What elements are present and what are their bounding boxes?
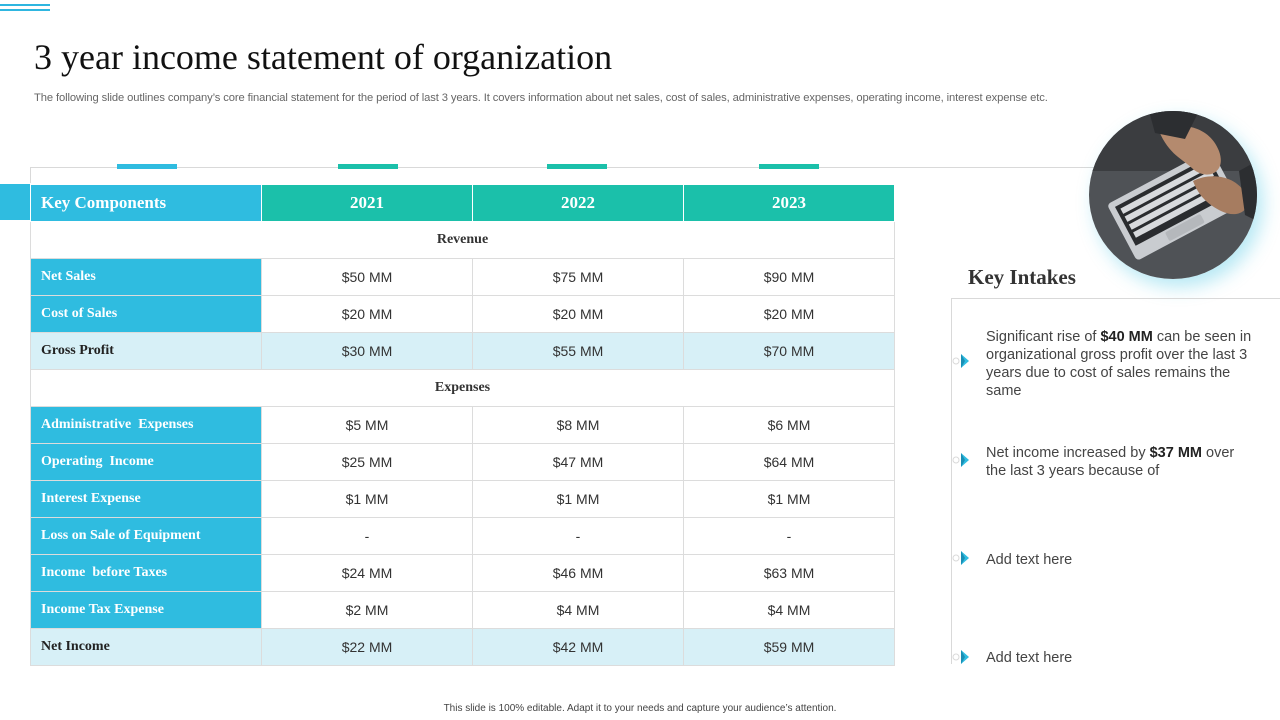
footer-note: This slide is 100% editable. Adapt it to… xyxy=(443,703,837,714)
page-subtitle: The following slide outlines company’s c… xyxy=(34,92,1048,104)
cell-value: $4 MM xyxy=(472,591,684,629)
cell-value: - xyxy=(683,517,895,555)
header-year: 2022 xyxy=(472,184,684,222)
cell-value: $1 MM xyxy=(683,480,895,518)
chevron-right-icon xyxy=(952,648,974,666)
row-label: Income Tax Expense xyxy=(30,591,262,629)
intake-text: can be seen in organizational gross prof… xyxy=(986,329,1252,399)
column-tick xyxy=(547,164,607,169)
cell-value: $50 MM xyxy=(261,258,473,296)
section-row: Revenue xyxy=(30,221,895,259)
row-label: Income before Taxes xyxy=(30,554,262,592)
column-tick xyxy=(117,164,177,169)
intake-item: Add text here xyxy=(986,649,1256,667)
table-row: Income before Taxes $24 MM $46 MM $63 MM xyxy=(30,554,895,592)
column-tick xyxy=(759,164,819,169)
cell-value: $30 MM xyxy=(261,332,473,370)
cell-value: $42 MM xyxy=(472,628,684,666)
table-row: Loss on Sale of Equipment - - - xyxy=(30,517,895,555)
section-row: Expenses xyxy=(30,369,895,407)
cell-value: - xyxy=(472,517,684,555)
intakes-divider xyxy=(951,298,1280,299)
cell-value: $55 MM xyxy=(472,332,684,370)
cell-value: $5 MM xyxy=(261,406,473,444)
cell-value: $20 MM xyxy=(683,295,895,333)
intake-text: Add text here xyxy=(986,552,1073,568)
cell-value: $24 MM xyxy=(261,554,473,592)
cell-value: $1 MM xyxy=(472,480,684,518)
cell-value: - xyxy=(261,517,473,555)
row-label: Operating Income xyxy=(30,443,262,481)
cell-value: $20 MM xyxy=(261,295,473,333)
table-header-row: Key Components 2021 2022 2023 xyxy=(30,184,895,222)
page-title: 3 year income statement of organization xyxy=(34,37,613,77)
intake-highlight: $40 MM xyxy=(1100,329,1153,345)
table-row: Interest Expense $1 MM $1 MM $1 MM xyxy=(30,480,895,518)
table-row: Net Income $22 MM $42 MM $59 MM xyxy=(30,628,895,666)
table-row: Cost of Sales $20 MM $20 MM $20 MM xyxy=(30,295,895,333)
header-year: 2021 xyxy=(261,184,473,222)
cell-value: $20 MM xyxy=(472,295,684,333)
cell-value: $4 MM xyxy=(683,591,895,629)
cell-value: $90 MM xyxy=(683,258,895,296)
intake-text: Net income increased by xyxy=(986,445,1150,461)
table-row: Administrative Expenses $5 MM $8 MM $6 MM xyxy=(30,406,895,444)
intake-text: Significant rise of xyxy=(986,329,1101,345)
chevron-right-icon xyxy=(952,451,974,469)
row-label: Cost of Sales xyxy=(30,295,262,333)
cell-value: $70 MM xyxy=(683,332,895,370)
cell-value: $63 MM xyxy=(683,554,895,592)
cell-value: $75 MM xyxy=(472,258,684,296)
intake-text: over the last 3 years because of xyxy=(986,445,1235,479)
corner-decoration xyxy=(0,4,50,14)
column-tick xyxy=(338,164,398,169)
header-key-components: Key Components xyxy=(30,184,262,222)
cell-value: $2 MM xyxy=(261,591,473,629)
chevron-right-icon xyxy=(952,549,974,567)
cell-value: $25 MM xyxy=(261,443,473,481)
row-label: Interest Expense xyxy=(30,480,262,518)
intake-item: Add text here xyxy=(986,551,1256,569)
intakes-divider xyxy=(951,298,952,664)
row-label: Net Income xyxy=(30,628,262,666)
header-year: 2023 xyxy=(683,184,895,222)
intake-text: Add text here xyxy=(986,650,1073,666)
row-label: Administrative Expenses xyxy=(30,406,262,444)
table-row: Gross Profit $30 MM $55 MM $70 MM xyxy=(30,332,895,370)
header-accent-tab xyxy=(0,184,32,220)
row-label: Gross Profit xyxy=(30,332,262,370)
cell-value: $22 MM xyxy=(261,628,473,666)
table-row: Net Sales $50 MM $75 MM $90 MM xyxy=(30,258,895,296)
chevron-right-icon xyxy=(952,352,974,370)
cell-value: $1 MM xyxy=(261,480,473,518)
laptop-typing-photo xyxy=(1089,111,1257,279)
intake-item: Net income increased by $37 MM over the … xyxy=(986,444,1256,480)
section-title: Revenue xyxy=(30,221,895,259)
cell-value: $47 MM xyxy=(472,443,684,481)
section-title: Expenses xyxy=(30,369,895,407)
cell-value: $59 MM xyxy=(683,628,895,666)
table-frame-line xyxy=(30,167,31,183)
cell-value: $6 MM xyxy=(683,406,895,444)
row-label: Loss on Sale of Equipment xyxy=(30,517,262,555)
cell-value: $64 MM xyxy=(683,443,895,481)
cell-value: $46 MM xyxy=(472,554,684,592)
key-intakes-title: Key Intakes xyxy=(968,265,1076,289)
table-row: Operating Income $25 MM $47 MM $64 MM xyxy=(30,443,895,481)
intake-highlight: $37 MM xyxy=(1149,445,1202,461)
cell-value: $8 MM xyxy=(472,406,684,444)
row-label: Net Sales xyxy=(30,258,262,296)
income-statement-table: Key Components 2021 2022 2023 Revenue Net Sal… xyxy=(30,184,895,666)
table-row: Income Tax Expense $2 MM $4 MM $4 MM xyxy=(30,591,895,629)
intake-item: Significant rise of $40 MM can be seen i… xyxy=(986,328,1256,400)
